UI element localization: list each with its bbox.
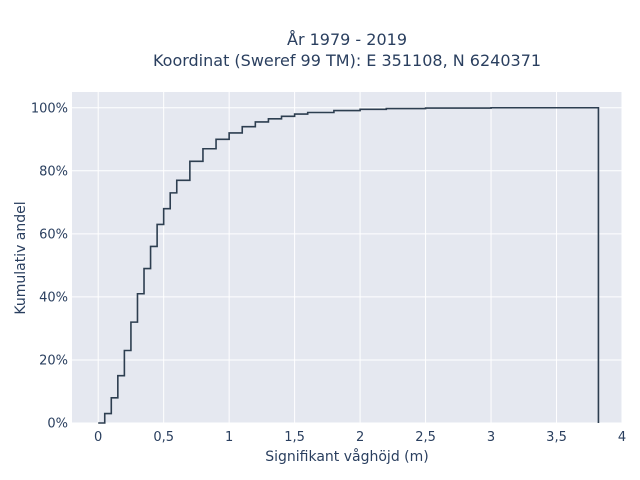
x-tick-label: 1 [225, 430, 233, 445]
x-tick-label: 4 [618, 430, 626, 445]
x-tick-label: 2 [356, 430, 364, 445]
y-tick-label: 40% [39, 290, 68, 305]
chart-title: År 1979 - 2019 [287, 30, 407, 49]
chart-subtitle: Koordinat (Sweref 99 TM): E 351108, N 62… [153, 51, 541, 70]
cdf-step-line [98, 106, 600, 424]
data-layer [98, 106, 600, 424]
x-axis-title: Signifikant våghöjd (m) [265, 448, 428, 465]
y-axis-title: Kumulativ andel [13, 201, 29, 314]
y-tick-label: 0% [47, 417, 68, 432]
y-tick-label: 20% [39, 353, 68, 368]
y-tick-label: 60% [39, 227, 68, 242]
y-tick-label: 100% [31, 101, 68, 116]
grid-layer [72, 92, 623, 424]
x-tick-label: 3,5 [546, 430, 567, 445]
y-tick-labels: 0% 20% 40% 60% 80% 100% [31, 101, 68, 431]
plot-area [72, 92, 622, 423]
x-tick-labels: 0 0,5 1 1,5 2 2,5 3 3,5 4 [94, 430, 626, 445]
x-tick-label: 0,5 [153, 430, 174, 445]
x-tick-label: 2,5 [415, 430, 436, 445]
x-tick-label: 3 [487, 430, 495, 445]
x-tick-label: 0 [94, 430, 102, 445]
x-tick-label: 1,5 [284, 430, 305, 445]
y-tick-label: 80% [39, 164, 68, 179]
